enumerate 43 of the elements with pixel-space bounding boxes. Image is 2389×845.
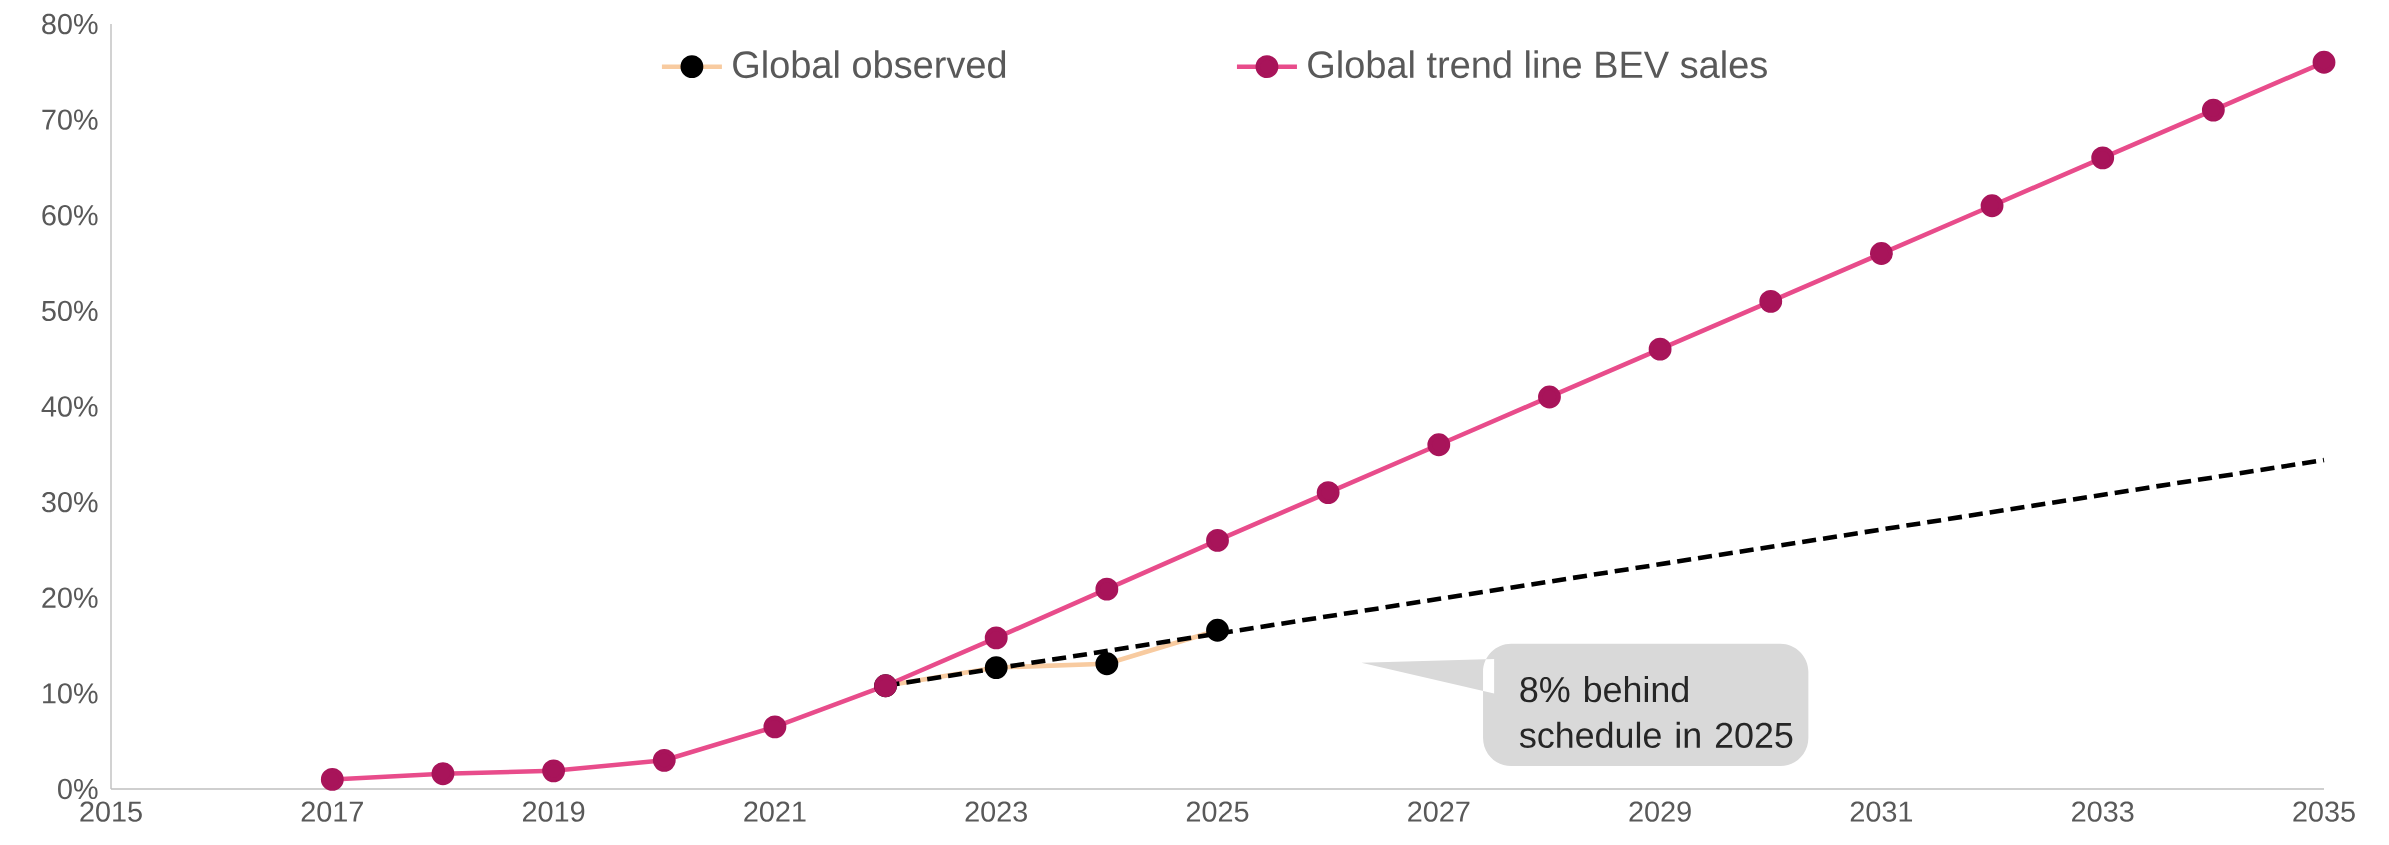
point — [1980, 194, 2004, 218]
y-tick-label: 10% — [43, 683, 98, 704]
x-tick-label: 2035 — [2293, 801, 2355, 822]
x-tick-label: 2021 — [744, 801, 806, 822]
point — [1095, 652, 1119, 676]
x-tick-label: 2033 — [2072, 801, 2134, 822]
point — [652, 748, 676, 772]
x-tick-label: 2029 — [1629, 801, 1691, 822]
x-tick-label: 2015 — [80, 801, 142, 822]
point — [2312, 50, 2336, 74]
point — [1869, 242, 1893, 265]
y-tick-label: 0% — [58, 778, 98, 800]
point — [984, 656, 1008, 679]
point — [1538, 385, 1561, 409]
x-tick-label: 2027 — [1408, 801, 1470, 822]
point — [1759, 289, 1783, 313]
point — [1095, 577, 1119, 601]
x-tick-label: 2031 — [1850, 801, 1913, 822]
point — [1427, 433, 1451, 457]
point — [1206, 528, 1229, 552]
legend-label: Global observed — [733, 50, 1006, 79]
x-tick-label: 2023 — [965, 801, 1027, 822]
point — [763, 715, 787, 739]
y-tick-label: 60% — [42, 205, 98, 226]
point — [320, 768, 344, 791]
legend-label: Global trend line BEV sales — [1308, 50, 1767, 79]
point — [2201, 98, 2225, 122]
y-tick-label: 20% — [42, 587, 98, 608]
x-tick-label: 2017 — [301, 801, 363, 822]
y-tick-label: 50% — [42, 300, 98, 322]
point — [542, 759, 566, 783]
point — [1648, 337, 1672, 361]
point — [431, 762, 455, 786]
point — [2091, 146, 2115, 170]
y-tick-label: 80% — [42, 13, 98, 35]
point — [1316, 481, 1340, 504]
point — [1206, 618, 1229, 642]
x-tick-label: 2025 — [1186, 801, 1249, 822]
point — [984, 626, 1008, 650]
x-tick-label: 2019 — [522, 801, 585, 822]
y-tick-label: 70% — [42, 109, 98, 130]
y-tick-label: 30% — [42, 491, 98, 513]
y-tick-label: 40% — [41, 396, 98, 417]
